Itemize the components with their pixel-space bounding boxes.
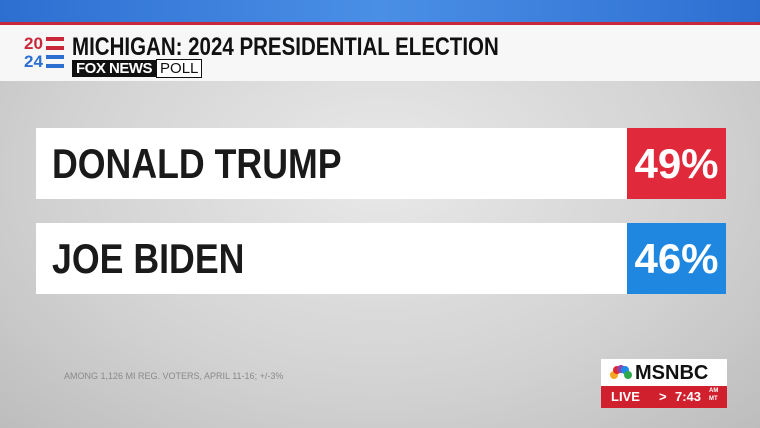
zone: MT	[709, 396, 718, 402]
title: MICHIGAN: 2024 PRESIDENTIAL ELECTION	[72, 33, 499, 61]
candidate-row: DONALD TRUMP 49%	[36, 128, 726, 199]
candidate-percent: 46%	[627, 223, 726, 294]
year-bottom: 24	[24, 52, 43, 71]
source-name: FOX NEWS	[72, 60, 157, 77]
stripes	[46, 37, 64, 68]
header: 20 24 MICHIGAN: 2024 PRESIDENTIAL ELECTI…	[0, 25, 760, 81]
time: 7:43	[675, 389, 702, 404]
top-band	[0, 0, 760, 25]
am: AM	[709, 388, 719, 394]
footnote: AMONG 1,126 MI REG. VOTERS, APRIL 11-16;…	[64, 371, 284, 381]
source: FOX NEWS POLL	[72, 59, 203, 78]
candidate-percent: 49%	[627, 128, 726, 199]
network-logo: MSNBC	[601, 359, 727, 386]
source-suffix: POLL	[156, 59, 203, 78]
live-bar: LIVE > 7:43 AM MT	[601, 386, 727, 408]
live-label: LIVE	[611, 389, 640, 404]
year-top: 20	[24, 34, 43, 53]
candidate-name: DONALD TRUMP	[52, 140, 342, 187]
arrow: >	[659, 389, 667, 404]
candidate-row: JOE BIDEN 46%	[36, 223, 726, 294]
candidate-name: JOE BIDEN	[52, 235, 245, 282]
network-name: MSNBC	[635, 362, 709, 384]
peacock	[610, 365, 632, 379]
